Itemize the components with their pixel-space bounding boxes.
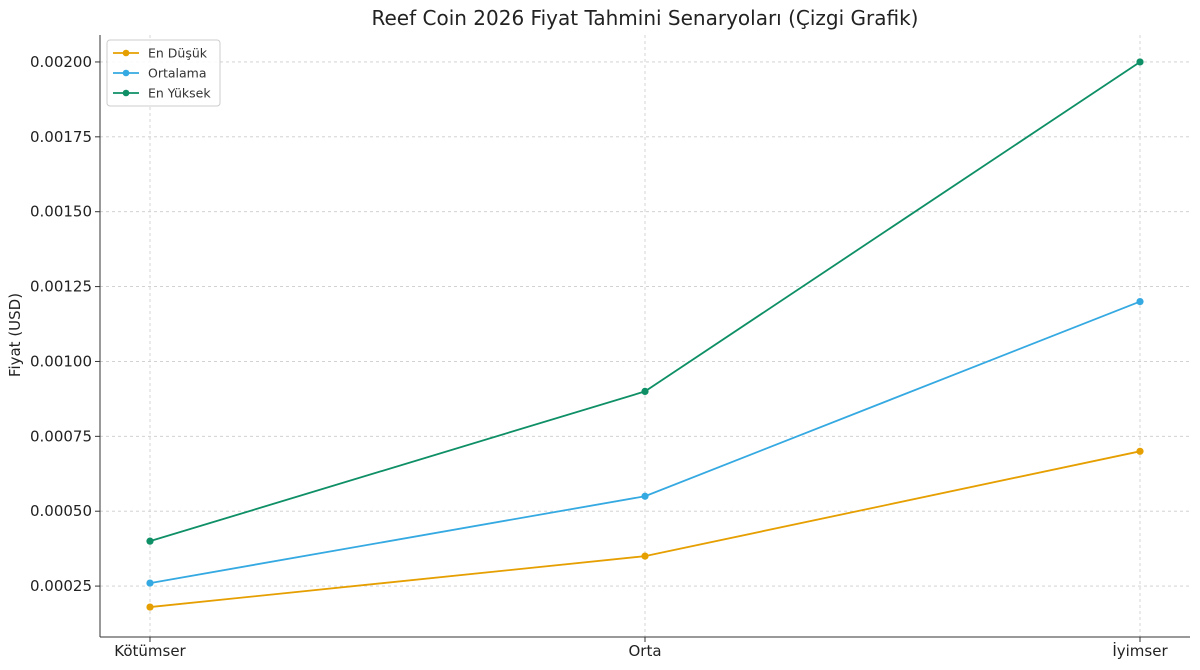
- data-point: [641, 492, 649, 500]
- data-point: [1136, 58, 1144, 66]
- x-tick-label: Kötümser: [114, 642, 186, 660]
- y-tick-label: 0.00200: [30, 53, 92, 71]
- legend-swatch-marker: [122, 49, 130, 57]
- axes: [95, 35, 1190, 642]
- legend-label: En Yüksek: [148, 86, 211, 101]
- y-tick-label: 0.00175: [30, 128, 92, 146]
- data-point: [641, 387, 649, 396]
- y-axis-label: Fiyat (USD): [6, 293, 24, 377]
- x-tick-label: İyimser: [1112, 641, 1168, 660]
- legend-label: En Düşük: [148, 46, 208, 61]
- y-tick-label: 0.00150: [30, 203, 92, 221]
- chart-title: Reef Coin 2026 Fiyat Tahmini Senaryoları…: [372, 6, 919, 30]
- tick-labels: 0.00025 0.00050 0.00075 0.00100 0.00125 0.001…: [30, 53, 1169, 660]
- legend-box: [106, 39, 221, 107]
- x-tick-label: Orta: [628, 642, 661, 660]
- data-point: [641, 552, 649, 560]
- data-point: [146, 579, 154, 587]
- y-tick-label: 0.00050: [30, 502, 92, 520]
- legend-label: Ortalama: [148, 66, 207, 81]
- data-point: [1136, 297, 1144, 306]
- y-tick-label: 0.00100: [30, 352, 92, 370]
- data-point: [1136, 447, 1144, 455]
- series-lines: [146, 58, 1144, 611]
- data-point: [146, 537, 154, 545]
- y-tick-label: 0.00025: [30, 577, 92, 595]
- y-tick-label: 0.00075: [30, 427, 92, 445]
- legend-swatch-marker: [122, 69, 130, 77]
- legend-swatch-marker: [122, 89, 130, 97]
- y-tick-label: 0.00125: [30, 278, 92, 296]
- legend: En Düşük Ortalama En Yüksek: [106, 39, 221, 107]
- grid-lines: [100, 35, 1190, 637]
- data-point: [146, 603, 154, 611]
